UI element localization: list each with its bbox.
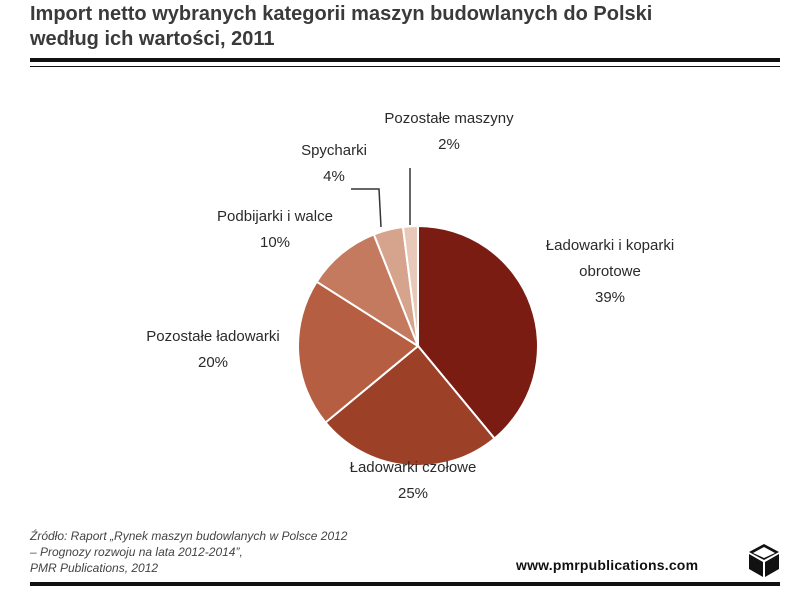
pie-slice-2 bbox=[297, 280, 420, 424]
header-rule-thin bbox=[30, 66, 780, 67]
slice-label-0: Ładowarki i koparki bbox=[546, 237, 674, 254]
source-line-1: Źródło: Raport „Rynek maszyn budowlanych… bbox=[30, 529, 348, 543]
header-rule-thick bbox=[30, 58, 780, 62]
pie-slice-1 bbox=[324, 344, 496, 467]
footer-rule bbox=[30, 582, 780, 586]
slice-label-4: Spycharki bbox=[301, 142, 367, 159]
chart-title-line-2: według ich wartości, 2011 bbox=[30, 28, 275, 50]
source-note: Źródło: Raport „Rynek maszyn budowlanych… bbox=[30, 528, 390, 576]
slice-value-label-4: 4% bbox=[323, 168, 345, 185]
pie-slice-3 bbox=[315, 233, 421, 349]
slice-label-0: obrotowe bbox=[579, 263, 641, 280]
website-link[interactable]: www.pmrpublications.com bbox=[516, 557, 699, 573]
pie-slice-0 bbox=[417, 224, 539, 440]
slice-label-1: Ładowarki czołowe bbox=[350, 459, 477, 476]
slice-value-label-3: 10% bbox=[260, 234, 290, 251]
source-line-3: PMR Publications, 2012 bbox=[30, 561, 159, 575]
leader-line-4 bbox=[351, 188, 382, 228]
chart-title: Import netto wybranych kategorii maszyn … bbox=[30, 2, 770, 52]
source-line-2: – Prognozy rozwoju na lata 2012-2014”, bbox=[30, 545, 243, 559]
cube-logo-icon bbox=[749, 544, 779, 577]
slice-value-label-0: 39% bbox=[595, 289, 625, 306]
slice-label-5: Pozostałe maszyny bbox=[384, 110, 514, 127]
slice-value-label-2: 20% bbox=[198, 354, 228, 371]
chart-title-line-1: Import netto wybranych kategorii maszyn … bbox=[30, 3, 653, 25]
pie-slice-5 bbox=[401, 224, 419, 347]
slice-value-label-5: 2% bbox=[438, 136, 460, 153]
slice-value-label-1: 25% bbox=[398, 485, 428, 502]
slice-label-3: Podbijarki i walce bbox=[217, 208, 333, 225]
slice-label-2: Pozostałe ładowarki bbox=[146, 328, 279, 345]
